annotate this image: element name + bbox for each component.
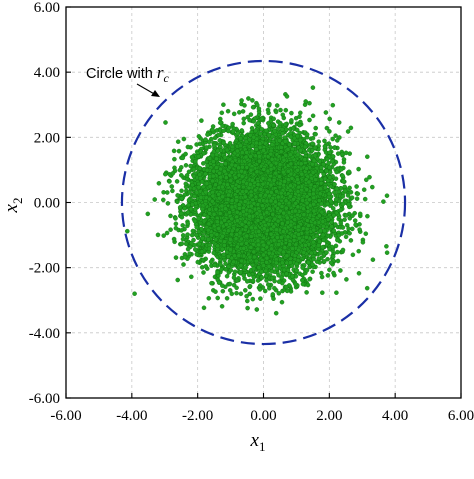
scatter-point — [171, 148, 177, 154]
scatter-point — [323, 110, 329, 115]
scatter-point — [203, 264, 209, 269]
scatter-point — [354, 196, 360, 201]
scatter-point — [165, 201, 171, 206]
scatter-point — [239, 98, 244, 103]
scatter-point — [185, 221, 191, 226]
scatter-point — [310, 113, 316, 119]
scatter-point — [338, 268, 343, 273]
scatter-point — [132, 291, 137, 296]
scatter-point — [365, 213, 370, 219]
scatter-point — [179, 188, 184, 194]
scatter-point — [168, 213, 173, 219]
scatter-point — [319, 274, 325, 280]
scatter-point — [163, 120, 168, 125]
scatter-point — [181, 136, 187, 142]
scatter-point — [186, 169, 192, 175]
scatter-point — [289, 110, 294, 116]
scatter-point — [273, 310, 279, 316]
scatter-point — [364, 285, 370, 291]
scatter-point — [208, 259, 214, 265]
scatter-point — [245, 298, 250, 304]
scatter-point — [192, 218, 198, 224]
scatter-point — [348, 189, 354, 195]
scatter-point — [331, 270, 336, 276]
scatter-point — [225, 108, 231, 114]
scatter-point — [328, 145, 333, 150]
scatter-point — [199, 118, 204, 123]
scatter-point — [352, 218, 358, 223]
scatter-point — [170, 188, 175, 194]
scatter-point — [279, 299, 285, 305]
scatter-point — [219, 110, 225, 116]
scatter-point — [175, 277, 180, 283]
scatter-point — [307, 117, 312, 123]
scatter-point — [259, 275, 265, 280]
scatter-point — [161, 233, 166, 238]
scatter-point — [164, 230, 170, 236]
scatter-point — [201, 270, 206, 275]
scatter-point — [322, 138, 327, 144]
scatter-points — [125, 85, 390, 316]
scatter-point — [276, 273, 281, 278]
scatter-point — [297, 114, 302, 119]
scatter-point — [227, 140, 233, 146]
scatter-point — [179, 173, 184, 178]
scatter-point — [218, 116, 223, 122]
scatter-point — [245, 305, 250, 311]
scatter-point — [155, 232, 161, 238]
scatter-point — [259, 126, 264, 132]
scatter-point — [172, 156, 177, 162]
scatter-point — [196, 134, 202, 139]
scatter-point — [333, 133, 338, 138]
scatter-point — [250, 98, 255, 103]
scatter-point — [169, 184, 175, 189]
scatter-point — [194, 252, 200, 257]
scatter-point — [152, 197, 157, 202]
scatter-point — [156, 181, 162, 186]
scatter-point — [298, 110, 303, 116]
scatter-point — [241, 116, 247, 122]
scatter-point — [356, 166, 361, 172]
scatter-point — [237, 110, 242, 115]
scatter-point — [367, 174, 372, 180]
scatter-point — [190, 228, 196, 234]
grid-lines — [66, 7, 461, 398]
scatter-point — [220, 288, 226, 294]
scatter-point — [241, 120, 246, 126]
scatter-point — [361, 187, 367, 192]
scatter-point — [278, 107, 283, 113]
scatter-point — [234, 290, 239, 296]
scatter-point — [176, 148, 182, 154]
scatter-point — [206, 296, 212, 301]
scatter-point — [348, 238, 354, 243]
scatter-point — [365, 154, 370, 159]
scatter-point — [262, 288, 268, 294]
scatter-point — [224, 273, 230, 279]
scatter-point — [168, 227, 173, 232]
scatter-point — [384, 244, 389, 249]
scatter-point — [209, 280, 214, 286]
scatter-point — [125, 228, 130, 234]
scatter-point — [179, 228, 184, 233]
scatter-point — [254, 307, 260, 312]
scatter-point — [189, 274, 194, 280]
scatter-point — [274, 103, 280, 108]
scatter-point — [174, 179, 180, 184]
scatter-point — [333, 202, 339, 207]
scatter-point — [362, 196, 368, 202]
scatter-point — [327, 129, 332, 134]
scatter-point — [258, 296, 263, 301]
